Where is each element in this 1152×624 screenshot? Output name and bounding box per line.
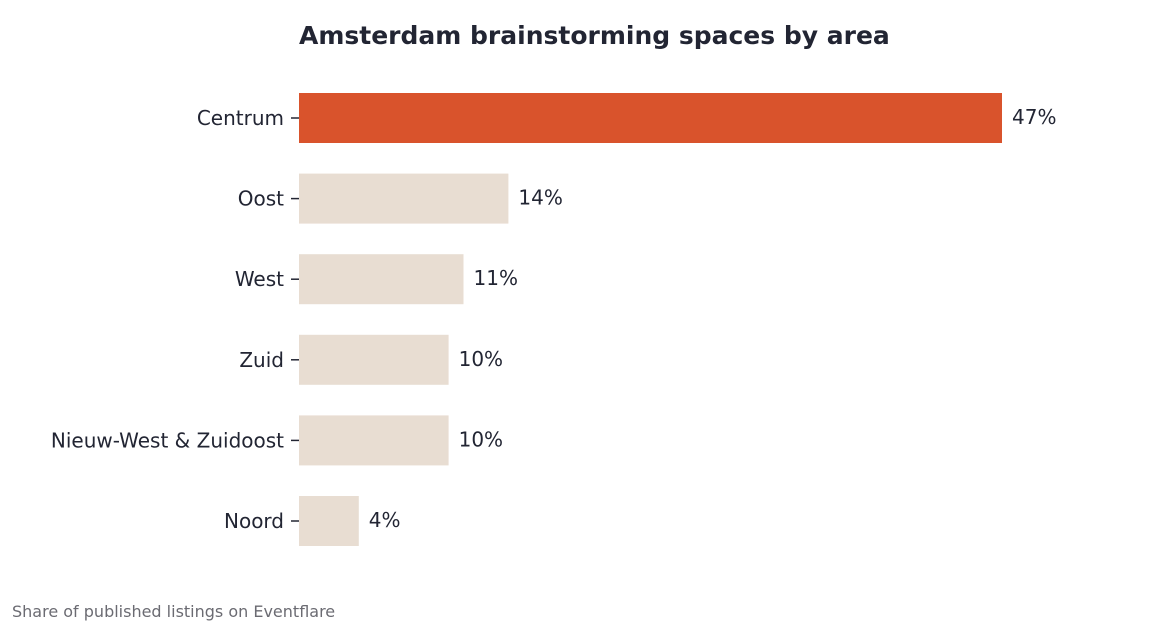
- y-tick-label: Noord: [224, 509, 284, 533]
- data-label: 47%: [1012, 105, 1056, 129]
- data-label: 10%: [459, 347, 503, 371]
- bar-row: Oost 14%: [238, 173, 563, 224]
- bar-row: Zuid 10%: [239, 334, 503, 385]
- bar-row: West 11%: [235, 254, 518, 305]
- y-tick-label: Zuid: [239, 348, 284, 372]
- chart-title: Amsterdam brainstorming spaces by area: [299, 21, 890, 50]
- bar-noord: [299, 496, 359, 546]
- y-tick-label: Centrum: [197, 106, 284, 130]
- bar-row: Noord 4%: [224, 496, 401, 546]
- data-label: 11%: [474, 266, 518, 290]
- y-tick-label: Nieuw-West & Zuidoost: [51, 428, 284, 452]
- bar-row: Centrum 47%: [197, 93, 1056, 143]
- bar-row: Nieuw-West & Zuidoost 10%: [51, 415, 503, 466]
- data-label: 14%: [518, 186, 562, 210]
- footnote: Share of published listings on Eventflar…: [12, 602, 336, 621]
- y-tick-label: West: [235, 267, 284, 291]
- data-label: 10%: [459, 427, 503, 451]
- bar-west: [299, 254, 464, 305]
- bar-oost: [299, 173, 509, 224]
- y-tick-label: Oost: [238, 187, 284, 211]
- data-label: 4%: [369, 508, 401, 532]
- bar-centrum: [299, 93, 1002, 143]
- bar-nieuw-west-zuidoost: [299, 415, 449, 466]
- bar-zuid: [299, 334, 449, 385]
- bars-layer: Centrum 47%Oost 14%West 11%Zuid 10%Nieuw-Wes…: [51, 93, 1056, 546]
